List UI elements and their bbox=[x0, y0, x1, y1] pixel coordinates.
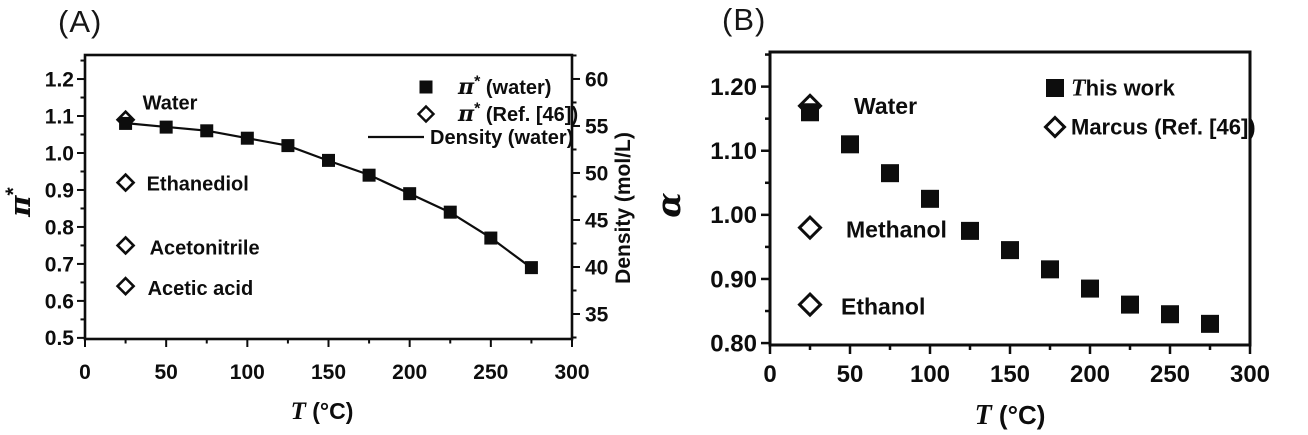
y-tick-label: 50 bbox=[585, 162, 608, 185]
x-tick-label: 150 bbox=[311, 361, 346, 384]
x-tick-label: 200 bbox=[1070, 361, 1110, 388]
annotation-water: Water bbox=[854, 93, 917, 119]
y-tick-label: 0.90 bbox=[710, 266, 757, 293]
x-tick-label: 150 bbox=[990, 361, 1030, 388]
y-tick-label: 1.10 bbox=[710, 138, 757, 165]
y-tick-label: 40 bbox=[585, 256, 608, 279]
legend-label: Density (water) bbox=[430, 127, 573, 149]
y-axis-label-right: Density (mol/L) bbox=[612, 132, 635, 284]
legend-item-ref-46: π* (Ref. [46]) bbox=[416, 100, 578, 127]
y-tick-label: 0.8 bbox=[45, 216, 75, 239]
y-tick-label: 1.20 bbox=[710, 74, 757, 101]
legend: This work Marcus (Ref. [46]) bbox=[1043, 76, 1256, 140]
panel-b-chart: 0 50 100 150 200 250 300 T (°C) 0.80 0.90 1.00 1.10… bbox=[654, 50, 1270, 431]
panel-a-chart: 0 50 100 150 200 250 300 T (°C) 0.5 0.6 0.7 0.8 0.9 1… bbox=[2, 53, 635, 425]
x-tick-label: 100 bbox=[910, 361, 950, 388]
x-axis-label: T (°C) bbox=[291, 398, 354, 425]
y-tick-label: 60 bbox=[585, 68, 608, 91]
x-tick-label: 250 bbox=[1150, 361, 1190, 388]
y-axis-left: 0.5 0.6 0.7 0.8 0.9 1.0 1.1 1.2 bbox=[45, 59, 85, 350]
annotation-ethanediol: Ethanediol bbox=[147, 174, 249, 196]
y-tick-label: 35 bbox=[585, 303, 609, 326]
y-tick-label: 0.9 bbox=[45, 179, 74, 202]
x-tick-label: 200 bbox=[392, 361, 427, 384]
x-tick-label: 300 bbox=[554, 361, 589, 384]
x-tick-label: 250 bbox=[473, 361, 508, 384]
series-marcus-ref-46: Water Methanol Ethanol bbox=[797, 93, 947, 320]
series-water bbox=[119, 116, 538, 275]
y-tick-label: 0.6 bbox=[45, 290, 74, 313]
y-axis-left: 0.80 0.90 1.00 1.10 1.20 bbox=[710, 53, 770, 357]
legend: π* (water)π* (Ref. [46])Density (water) bbox=[368, 73, 578, 149]
x-axis: 0 50 100 150 200 250 300 bbox=[79, 339, 590, 384]
x-axis-label: T (°C) bbox=[975, 400, 1046, 431]
y-tick-label: 0.7 bbox=[45, 253, 74, 276]
panel-b-label: (B) bbox=[722, 2, 767, 37]
y-tick-label: 0.80 bbox=[710, 330, 757, 357]
annotation-ethanol: Ethanol bbox=[841, 294, 925, 320]
annotation-acetic-acid: Acetic acid bbox=[148, 278, 254, 300]
series-this-work bbox=[801, 103, 1219, 333]
legend-item-marcus-ref-46: Marcus (Ref. [46]) bbox=[1043, 115, 1256, 140]
legend-item-density-water: Density (water) bbox=[368, 127, 573, 149]
x-axis: 0 50 100 150 200 250 300 bbox=[763, 345, 1270, 388]
x-tick-label: 0 bbox=[79, 361, 91, 384]
y-tick-label: 55 bbox=[585, 115, 609, 138]
y-tick-label: 1.1 bbox=[45, 105, 75, 128]
legend-label: This work bbox=[1071, 76, 1176, 102]
annotation-water: Water bbox=[143, 93, 198, 115]
x-tick-label: 300 bbox=[1230, 361, 1270, 388]
annotation-methanol: Methanol bbox=[846, 217, 947, 243]
x-tick-label: 0 bbox=[763, 361, 776, 388]
y-axis-label-left: α bbox=[654, 192, 688, 217]
annotation-acetonitrile: Acetonitrile bbox=[150, 237, 260, 259]
y-axis-right: 35 40 45 50 55 60 bbox=[572, 54, 609, 339]
y-tick-label: 1.0 bbox=[45, 142, 74, 165]
legend-item-water: π* (water) bbox=[419, 73, 551, 100]
y-tick-label: 1.00 bbox=[710, 202, 757, 229]
x-tick-label: 100 bbox=[230, 361, 265, 384]
panel-a-label: (A) bbox=[58, 4, 103, 39]
legend-label: Marcus (Ref. [46]) bbox=[1071, 115, 1256, 140]
y-tick-label: 1.2 bbox=[45, 68, 74, 91]
legend-label: π* (water) bbox=[457, 73, 551, 100]
y-tick-label: 45 bbox=[585, 209, 609, 232]
x-tick-label: 50 bbox=[154, 361, 177, 384]
legend-item-this-work: This work bbox=[1046, 76, 1176, 102]
y-axis-label-left: π* bbox=[2, 186, 37, 217]
x-tick-label: 50 bbox=[837, 361, 864, 388]
legend-label: π* (Ref. [46]) bbox=[457, 100, 578, 127]
y-tick-label: 0.5 bbox=[45, 327, 75, 350]
